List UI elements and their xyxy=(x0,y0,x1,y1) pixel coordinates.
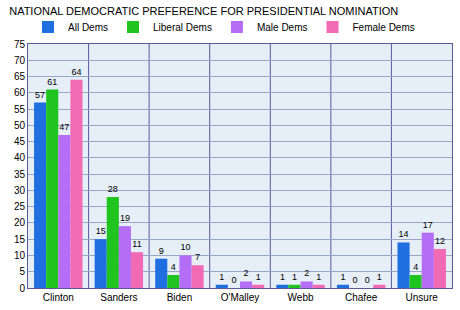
svg-text:7: 7 xyxy=(195,252,200,262)
svg-text:1: 1 xyxy=(377,272,382,282)
svg-text:47: 47 xyxy=(59,122,69,132)
svg-text:28: 28 xyxy=(108,184,118,194)
svg-text:57: 57 xyxy=(35,90,45,100)
svg-text:1: 1 xyxy=(316,272,321,282)
svg-text:All Dems: All Dems xyxy=(68,22,108,33)
svg-text:0: 0 xyxy=(19,283,25,294)
svg-text:1: 1 xyxy=(256,272,261,282)
svg-text:4: 4 xyxy=(413,262,418,272)
svg-text:64: 64 xyxy=(71,67,81,77)
svg-text:Biden: Biden xyxy=(167,292,193,303)
svg-text:70: 70 xyxy=(14,55,26,66)
svg-text:1: 1 xyxy=(219,272,224,282)
svg-text:61: 61 xyxy=(47,77,57,87)
svg-text:19: 19 xyxy=(120,213,130,223)
svg-text:30: 30 xyxy=(14,185,26,196)
svg-text:Webb: Webb xyxy=(288,292,314,303)
svg-text:Unsure: Unsure xyxy=(406,292,439,303)
svg-text:17: 17 xyxy=(423,220,433,230)
svg-text:Sanders: Sanders xyxy=(100,292,137,303)
svg-text:5: 5 xyxy=(19,266,25,277)
svg-text:15: 15 xyxy=(96,226,106,236)
svg-text:50: 50 xyxy=(14,120,26,131)
svg-text:10: 10 xyxy=(14,250,26,261)
svg-text:55: 55 xyxy=(14,104,26,115)
svg-text:10: 10 xyxy=(180,242,190,252)
svg-text:Liberal Dems: Liberal Dems xyxy=(153,22,212,33)
svg-text:0: 0 xyxy=(365,275,370,285)
svg-text:1: 1 xyxy=(340,272,345,282)
svg-text:9: 9 xyxy=(159,246,164,256)
svg-text:12: 12 xyxy=(435,236,445,246)
svg-text:40: 40 xyxy=(14,152,26,163)
svg-text:25: 25 xyxy=(14,201,26,212)
svg-text:11: 11 xyxy=(132,239,141,249)
svg-text:14: 14 xyxy=(399,229,409,239)
svg-text:2: 2 xyxy=(244,268,249,278)
svg-text:Clinton: Clinton xyxy=(43,292,74,303)
svg-text:4: 4 xyxy=(171,262,176,272)
svg-text:1: 1 xyxy=(292,272,297,282)
svg-text:35: 35 xyxy=(14,169,26,180)
svg-text:Female Dems: Female Dems xyxy=(353,22,415,33)
svg-text:NATIONAL DEMOCRATIC PREFERENCE: NATIONAL DEMOCRATIC PREFERENCE FOR PRESI… xyxy=(9,5,398,17)
svg-text:45: 45 xyxy=(14,136,26,147)
svg-text:Male Dems: Male Dems xyxy=(257,22,308,33)
svg-text:75: 75 xyxy=(14,39,26,50)
svg-text:1: 1 xyxy=(280,272,285,282)
svg-text:65: 65 xyxy=(14,71,26,82)
svg-text:2: 2 xyxy=(304,268,309,278)
svg-text:0: 0 xyxy=(353,275,358,285)
svg-text:20: 20 xyxy=(14,217,26,228)
svg-text:O'Malley: O'Malley xyxy=(221,292,260,303)
svg-text:15: 15 xyxy=(14,234,26,245)
svg-text:0: 0 xyxy=(231,275,236,285)
svg-text:Chafee: Chafee xyxy=(345,292,378,303)
svg-text:60: 60 xyxy=(14,87,26,98)
